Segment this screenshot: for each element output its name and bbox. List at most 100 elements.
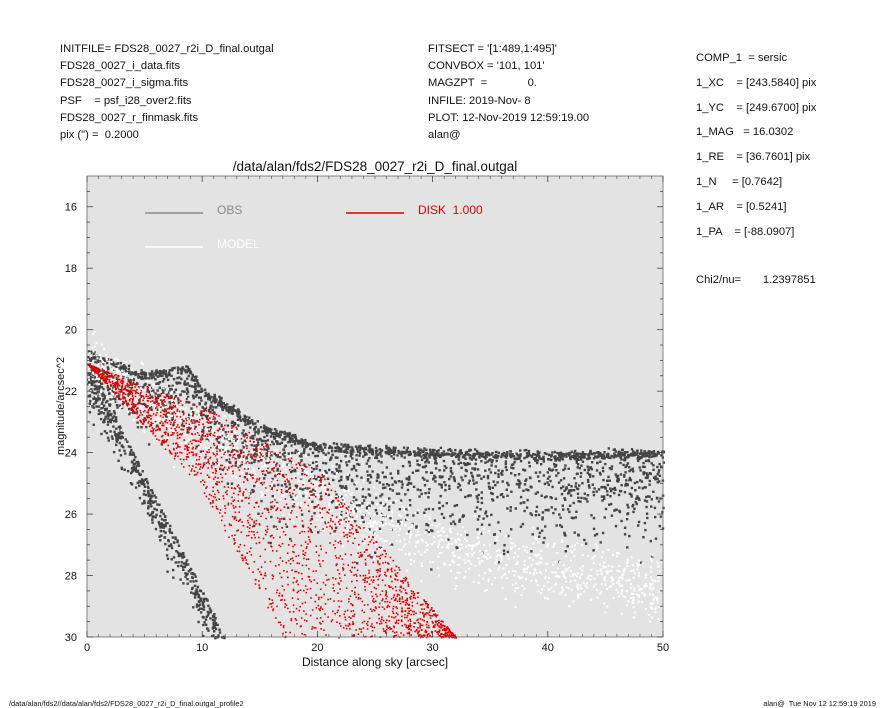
model-point xyxy=(560,591,563,594)
model-point xyxy=(251,493,254,496)
obs-point xyxy=(131,460,134,463)
obs-point xyxy=(186,582,189,585)
obs-point xyxy=(180,423,184,427)
model-point xyxy=(504,597,507,600)
disk-point xyxy=(330,520,332,522)
obs-point xyxy=(500,472,503,475)
model-point xyxy=(209,439,212,442)
model-point xyxy=(203,418,206,421)
model-point xyxy=(88,383,91,386)
obs-point xyxy=(242,429,245,432)
obs-point xyxy=(512,467,515,470)
model-point xyxy=(405,532,408,535)
obs-point xyxy=(397,469,400,473)
model-point xyxy=(174,431,177,434)
obs-point xyxy=(643,521,647,525)
model-point xyxy=(330,482,333,485)
obs-point xyxy=(628,534,631,538)
model-point xyxy=(539,556,542,559)
obs-point xyxy=(587,484,591,487)
disk-point xyxy=(230,465,233,468)
obs-point xyxy=(451,513,454,516)
model-point xyxy=(346,512,349,515)
obs-point xyxy=(117,384,120,388)
obs-point xyxy=(144,377,147,380)
model-point xyxy=(199,416,202,419)
model-point xyxy=(402,508,405,511)
obs-point xyxy=(195,588,198,591)
obs-point xyxy=(147,377,151,380)
model-point xyxy=(639,588,642,590)
disk-point xyxy=(213,444,216,447)
model-point xyxy=(554,561,557,564)
disk-point xyxy=(188,431,190,434)
model-point xyxy=(126,387,129,390)
model-point xyxy=(154,438,157,441)
model-point xyxy=(260,495,263,498)
model-point xyxy=(340,507,343,510)
obs-point xyxy=(138,484,141,487)
obs-point xyxy=(101,368,105,371)
obs-point xyxy=(211,409,214,412)
obs-point xyxy=(385,466,389,469)
disk-point xyxy=(398,619,400,621)
obs-point xyxy=(569,457,572,461)
model-point xyxy=(535,538,538,541)
obs-point xyxy=(456,453,459,456)
model-point xyxy=(420,562,423,565)
obs-point xyxy=(138,393,141,396)
obs-point xyxy=(475,452,478,456)
obs-point xyxy=(558,455,561,458)
obs-point xyxy=(589,452,593,455)
disk-point xyxy=(200,481,202,483)
obs-point xyxy=(155,508,159,512)
disk-point xyxy=(332,610,334,613)
model-point xyxy=(296,494,299,497)
model-point xyxy=(626,558,629,561)
obs-point xyxy=(312,467,315,471)
obs-point xyxy=(577,463,580,466)
disk-point xyxy=(215,461,218,464)
obs-point xyxy=(474,458,478,461)
obs-point xyxy=(111,416,115,419)
obs-point xyxy=(180,564,183,567)
model-point xyxy=(600,583,603,586)
obs-point xyxy=(538,535,541,538)
model-point xyxy=(531,559,534,561)
obs-point xyxy=(271,495,274,498)
obs-point xyxy=(650,505,653,508)
model-point xyxy=(105,396,108,399)
model-point xyxy=(88,378,91,381)
obs-point xyxy=(192,572,195,576)
obs-point xyxy=(149,513,153,516)
model-point xyxy=(397,548,400,551)
header-mid-line: CONVBOX = '101, 101' xyxy=(428,60,545,73)
obs-point xyxy=(542,460,545,463)
disk-point xyxy=(162,422,164,425)
obs-point xyxy=(455,504,459,507)
disk-point xyxy=(193,474,196,476)
model-point xyxy=(453,561,456,564)
obs-point xyxy=(115,365,118,369)
model-point xyxy=(356,507,358,510)
obs-point xyxy=(355,454,358,457)
model-point xyxy=(564,594,567,597)
obs-point xyxy=(236,450,239,453)
model-point xyxy=(229,415,231,418)
model-point xyxy=(327,523,330,526)
obs-point xyxy=(265,434,269,437)
obs-point xyxy=(431,508,435,511)
model-point xyxy=(317,482,320,485)
model-point xyxy=(423,550,426,553)
model-point xyxy=(306,464,309,467)
model-point xyxy=(572,573,575,576)
obs-point xyxy=(404,493,407,496)
obs-point xyxy=(266,439,270,442)
obs-point xyxy=(428,452,431,456)
obs-point xyxy=(397,480,401,483)
obs-point xyxy=(144,493,148,497)
obs-point xyxy=(392,457,395,460)
disk-point xyxy=(269,456,271,459)
model-point xyxy=(166,413,169,416)
disk-point xyxy=(162,441,165,443)
